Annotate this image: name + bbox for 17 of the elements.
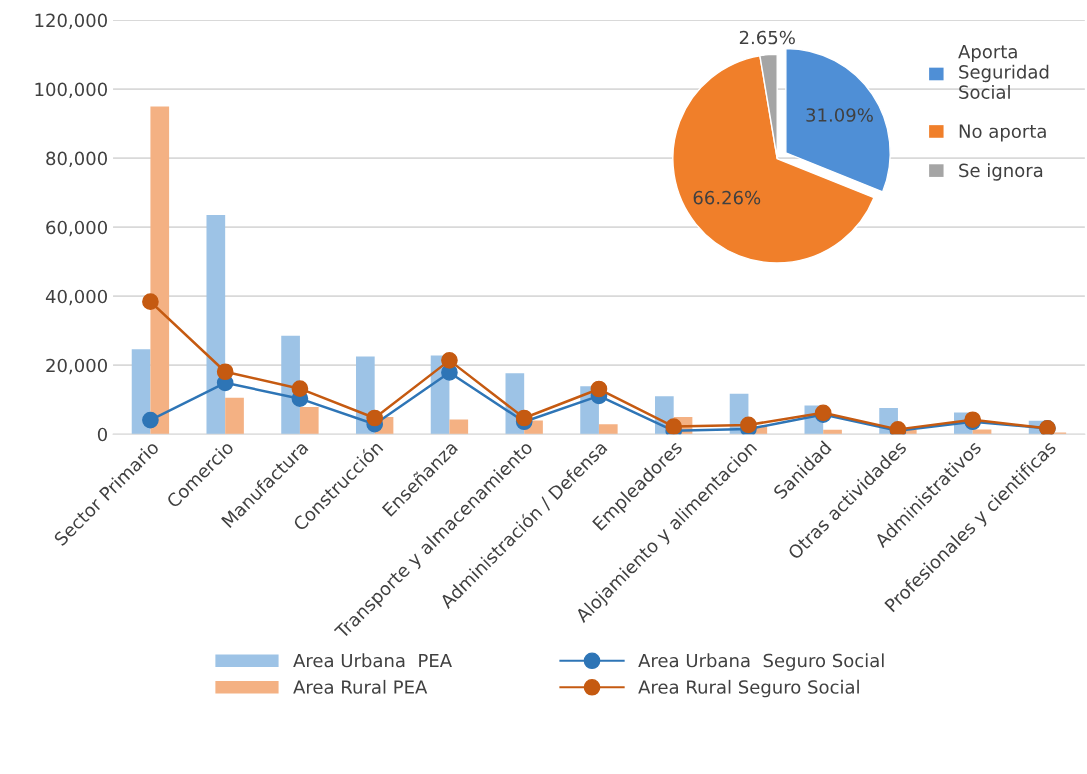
y-tick-label: 40,000 (45, 289, 107, 306)
data-label: 2.65% (739, 30, 795, 45)
y-tick-label: 0 (97, 427, 107, 442)
legend-label: Area Urbana Seguro Social (638, 653, 884, 671)
legend-label: No aporta (959, 124, 1046, 142)
y-tick-label: 60,000 (46, 220, 107, 237)
data-label: 66.26% (693, 190, 761, 205)
legend-label: Area Rural PEA (293, 679, 428, 694)
data-label: 31.09% (806, 108, 873, 122)
legend-label: Se ignora (959, 163, 1043, 181)
legend-label: Area Rural Seguro Social (638, 679, 859, 698)
legend-label: Aporta Seguridad Social (958, 45, 1049, 99)
y-tick-label: 20,000 (46, 358, 107, 375)
y-tick-label: 120,000 (35, 13, 107, 30)
legend-label: Area Urbana PEA (293, 653, 452, 668)
y-tick-label: 100,000 (35, 82, 107, 99)
y-tick-label: 80,000 (46, 151, 107, 168)
